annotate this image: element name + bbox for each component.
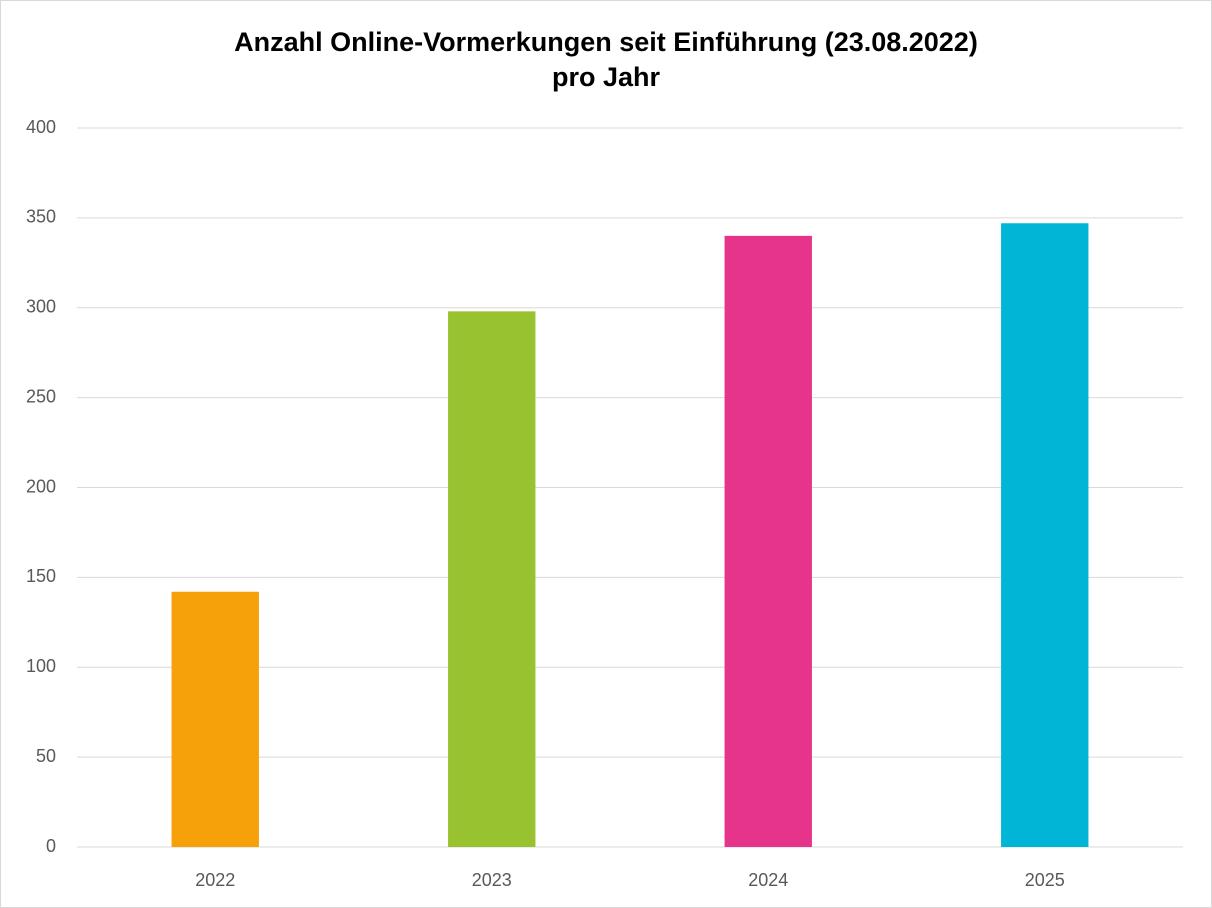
y-tick-label: 350 <box>26 207 56 227</box>
chart-title: Anzahl Online-Vormerkungen seit Einführu… <box>234 27 978 57</box>
y-tick-label: 300 <box>26 297 56 317</box>
bar <box>448 311 536 848</box>
y-tick-label: 50 <box>36 746 56 766</box>
y-tick-label: 100 <box>26 656 56 676</box>
x-tick-label: 2024 <box>748 870 788 890</box>
bar <box>1001 223 1089 847</box>
bar <box>171 591 259 847</box>
bar <box>724 235 812 848</box>
y-tick-label: 250 <box>26 386 56 406</box>
x-tick-label: 2023 <box>472 870 512 890</box>
x-tick-label: 2025 <box>1025 870 1065 890</box>
x-tick-label: 2022 <box>195 870 235 890</box>
y-tick-label: 0 <box>46 836 56 856</box>
y-tick-label: 200 <box>26 476 56 496</box>
y-tick-label: 150 <box>26 566 56 586</box>
y-tick-label: 400 <box>26 117 56 137</box>
chart-title: pro Jahr <box>552 62 661 92</box>
